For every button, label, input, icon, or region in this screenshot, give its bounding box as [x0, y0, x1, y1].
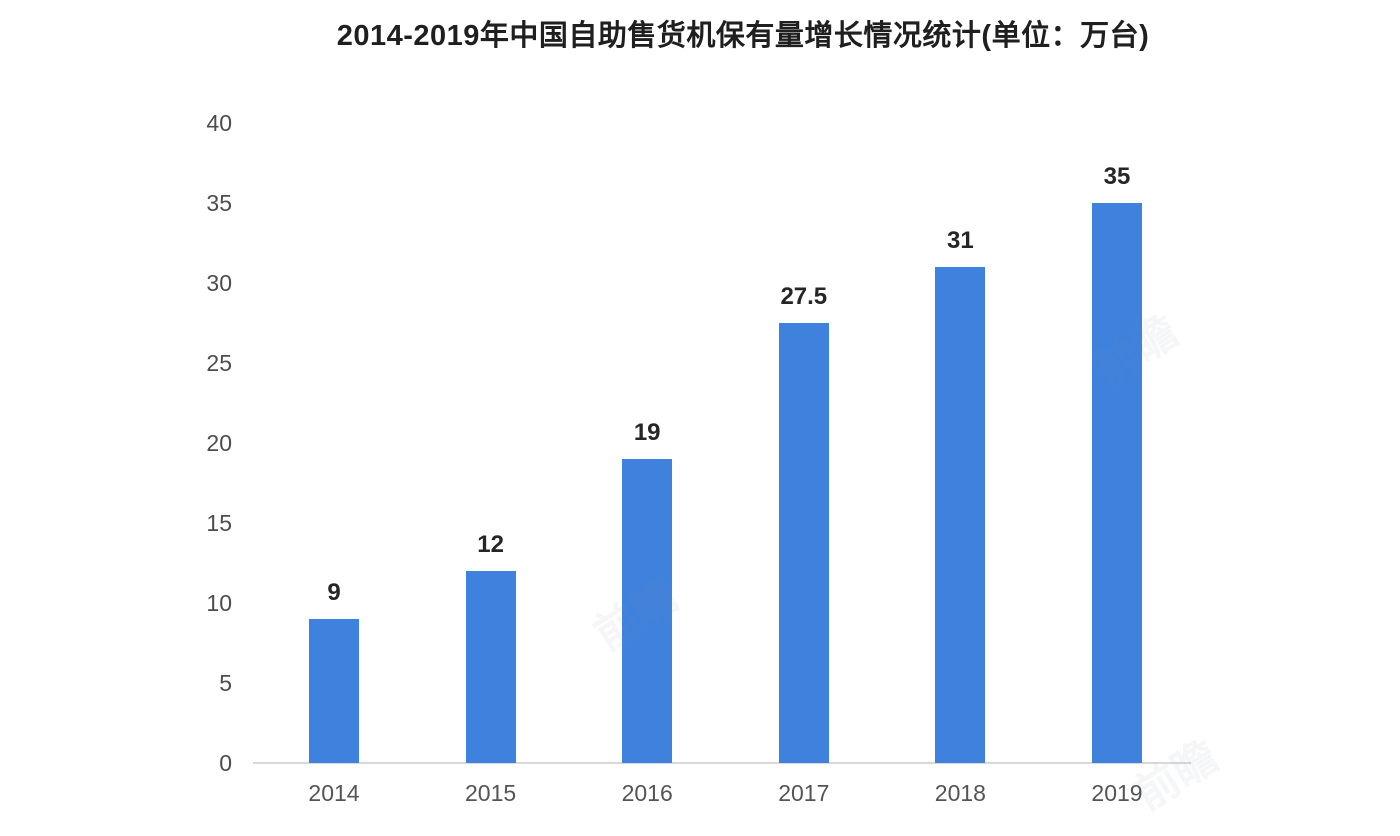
bar-value-label-2015: 12 [477, 531, 504, 558]
y-tick-label: 15 [206, 510, 232, 536]
x-tick-label-2014: 2014 [308, 780, 360, 806]
y-tick-label: 10 [206, 590, 232, 616]
y-tick-label: 5 [219, 670, 232, 696]
bar-value-label-2018: 31 [947, 227, 974, 254]
bar-2016 [622, 459, 673, 763]
y-tick-label: 30 [206, 270, 232, 296]
x-axis-line [253, 762, 1191, 764]
bar-2018 [935, 267, 986, 763]
x-tick-label-2019: 2019 [1091, 780, 1143, 806]
x-tick-label-2018: 2018 [934, 780, 986, 806]
y-tick-label: 40 [206, 110, 232, 136]
y-tick-label: 25 [206, 350, 232, 376]
bar-value-label-2016: 19 [633, 419, 661, 446]
bar-2019 [1092, 203, 1142, 763]
x-tick-label-2015: 2015 [465, 780, 517, 806]
bar-value-label-2014: 9 [327, 579, 341, 606]
y-tick-label: 35 [206, 190, 232, 216]
y-tick-label: 0 [219, 750, 232, 776]
bar-value-label-2019: 35 [1103, 163, 1131, 190]
x-tick-label-2016: 2016 [621, 780, 673, 806]
x-tick-label-2017: 2017 [778, 780, 830, 806]
chart-title: 2014-2019年中国自助售货机保有量增长情况统计(单位：万台) [336, 20, 1150, 52]
bar-value-label-2017: 27.5 [780, 283, 828, 310]
y-tick-label: 20 [206, 430, 232, 456]
bar-2014 [309, 619, 359, 763]
bar-2017 [778, 323, 829, 763]
bar-2015 [465, 571, 516, 763]
